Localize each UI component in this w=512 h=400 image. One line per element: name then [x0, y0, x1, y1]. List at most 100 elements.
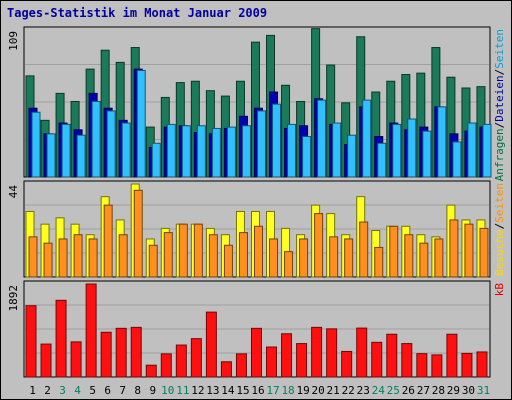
bar-kb-day-28 — [431, 354, 443, 378]
bar-seiten-day-15 — [241, 125, 251, 178]
legend-entry: / — [493, 122, 506, 129]
x-tick-label: 12 — [191, 384, 204, 397]
bar-kb-day-18 — [281, 333, 293, 378]
bar-seiten-day-3 — [58, 238, 68, 278]
bar-kb-day-21 — [326, 328, 338, 378]
series-seiten — [31, 69, 492, 178]
bar-seiten-day-28 — [437, 106, 447, 178]
bar-kb-day-15 — [235, 353, 247, 378]
bar-seiten-day-24 — [374, 246, 384, 278]
x-tick-label: 23 — [357, 384, 370, 397]
panel-bottom-legend: kB — [493, 283, 506, 297]
legend-entry: Seiten — [493, 183, 506, 223]
bar-seiten-day-27 — [419, 242, 429, 278]
bar-kb-day-14 — [220, 361, 232, 378]
x-tick-label: 20 — [312, 384, 325, 397]
bar-seiten-day-1 — [28, 236, 38, 278]
bar-seiten-day-4 — [73, 234, 83, 278]
panel-bottom-ymax-label: 1892 — [7, 285, 20, 312]
bar-kb-day-19 — [296, 343, 308, 378]
bar-kb-day-9 — [145, 364, 157, 378]
bar-seiten-day-20 — [317, 99, 327, 178]
bar-seiten-day-23 — [359, 221, 369, 278]
x-tick-label: 31 — [477, 384, 490, 397]
x-tick-label: 9 — [149, 384, 156, 397]
chart-panels: 109Anfragen/Dateien/Seiten44Besuche/Seit… — [7, 26, 506, 378]
x-tick-label: 2 — [44, 384, 51, 397]
x-tick-label: 26 — [402, 384, 415, 397]
bar-seiten-day-26 — [407, 118, 417, 178]
bar-seiten-day-13 — [211, 127, 221, 178]
bar-seiten-day-7 — [121, 122, 131, 178]
bar-seiten-day-2 — [43, 242, 53, 278]
x-tick-label: 27 — [417, 384, 430, 397]
chart-title: Tages-Statistik im Monat Januar 2009 — [7, 6, 267, 20]
bar-kb-day-1 — [25, 305, 37, 378]
x-tick-label: 5 — [89, 384, 96, 397]
bar-seiten-day-6 — [106, 110, 116, 178]
x-tick-label: 29 — [447, 384, 460, 397]
bar-seiten-day-13 — [208, 234, 218, 278]
bar-seiten-day-3 — [61, 123, 71, 178]
bar-kb-day-10 — [160, 353, 172, 378]
panel-middle: 44 Besuche/Seiten — [7, 180, 506, 278]
x-tick-label: 13 — [206, 384, 219, 397]
legend-entry: kB — [493, 283, 506, 297]
x-tick-label: 30 — [462, 384, 475, 397]
bar-seiten-day-30 — [467, 122, 477, 178]
bar-kb-day-29 — [446, 333, 458, 378]
panel-middle-ymax-label: 44 — [7, 185, 20, 199]
bar-kb-day-5 — [85, 283, 97, 378]
bar-seiten-day-27 — [422, 130, 432, 178]
panel-top-ymax-label: 109 — [7, 31, 20, 51]
bar-seiten-day-8 — [133, 189, 143, 278]
bar-kb-day-11 — [175, 344, 187, 378]
panel-bottom: 1892 kB — [7, 280, 506, 378]
bar-seiten-day-21 — [329, 236, 339, 278]
bar-kb-day-4 — [70, 341, 82, 378]
bar-seiten-day-7 — [118, 234, 128, 278]
bar-kb-day-3 — [55, 299, 67, 378]
bar-seiten-day-22 — [347, 134, 357, 178]
bar-seiten-day-31 — [479, 227, 489, 278]
bar-kb-day-20 — [311, 326, 323, 378]
x-tick-label: 15 — [236, 384, 249, 397]
bar-kb-day-8 — [130, 326, 142, 378]
x-tick-label: 1 — [29, 384, 36, 397]
bar-kb-day-13 — [205, 311, 217, 378]
bar-kb-day-16 — [250, 327, 262, 378]
x-tick-label: 16 — [251, 384, 264, 397]
bar-seiten-day-1 — [31, 111, 41, 178]
bar-seiten-day-2 — [46, 133, 56, 178]
bar-seiten-day-29 — [449, 219, 459, 278]
bar-kb-day-12 — [190, 338, 202, 378]
bar-seiten-day-10 — [163, 232, 173, 278]
bar-seiten-day-26 — [404, 234, 414, 278]
x-tick-label: 8 — [134, 384, 141, 397]
bar-seiten-day-11 — [178, 223, 188, 278]
x-tick-label: 7 — [119, 384, 126, 397]
bar-seiten-day-14 — [223, 244, 233, 278]
legend-entry: Dateien — [493, 75, 506, 121]
series-kb — [25, 283, 488, 378]
legend-entry: / — [493, 223, 506, 230]
bar-seiten-day-10 — [166, 123, 176, 178]
bar-kb-day-24 — [371, 341, 383, 378]
x-tick-label: 17 — [266, 384, 279, 397]
bar-seiten-day-21 — [332, 122, 342, 178]
bar-seiten-day-9 — [151, 142, 161, 178]
bar-seiten-day-5 — [88, 238, 98, 278]
bar-kb-day-7 — [115, 327, 127, 378]
bar-seiten-day-18 — [284, 251, 294, 278]
bar-seiten-day-14 — [226, 126, 236, 178]
bar-seiten-day-16 — [253, 225, 263, 278]
bar-seiten-day-18 — [287, 123, 297, 178]
bar-seiten-day-31 — [482, 123, 492, 178]
x-tick-label: 14 — [221, 384, 235, 397]
x-axis-day-labels: 1 2 3 4 5 6 7 8 9 10 11 12 13 14 15 16 17 18 19 20 21 22 23 24 2… — [29, 384, 490, 397]
bar-seiten-day-11 — [181, 125, 191, 178]
bar-kb-day-23 — [356, 327, 368, 378]
bar-kb-day-26 — [401, 343, 413, 378]
bar-seiten-day-17 — [269, 238, 279, 278]
